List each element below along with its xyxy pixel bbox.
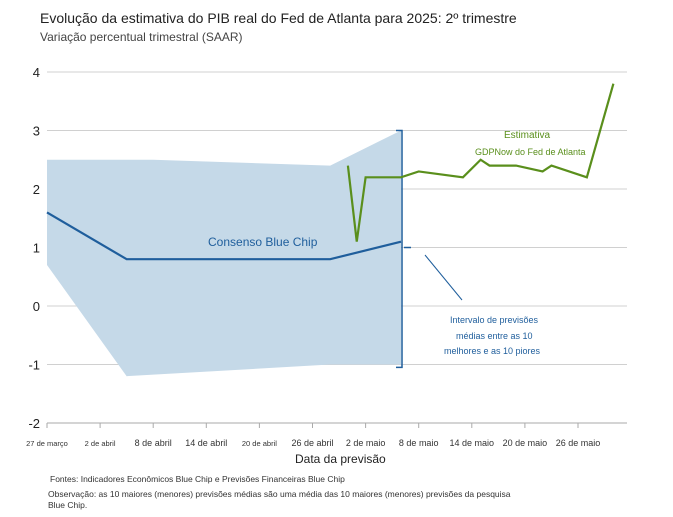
x-tick-label: 27 de março	[26, 439, 68, 448]
observation-note: Observação: as 10 maiores (menores) prev…	[48, 489, 511, 499]
y-tick-label: -2	[28, 416, 40, 431]
x-tick-label: 2 de abril	[85, 439, 116, 448]
chart-subtitle: Variação percentual trimestral (SAAR)	[40, 30, 243, 44]
x-tick-label: 2 de maio	[346, 438, 386, 448]
y-tick-label: 0	[33, 299, 40, 314]
y-tick-label: 2	[33, 182, 40, 197]
x-tick-label: 26 de maio	[556, 438, 601, 448]
chart-title: Evolução da estimativa do PIB real do Fe…	[40, 10, 517, 26]
x-tick-label: 8 de abril	[135, 438, 172, 448]
range-bracket	[396, 129, 403, 369]
gdpnow-label-2: GDPNow do Fed de Atlanta	[475, 147, 586, 157]
x-tick-label: 26 de abril	[291, 438, 333, 448]
y-tick-label: 3	[33, 124, 40, 139]
sources-note: Fontes: Indicadores Econômicos Blue Chip…	[50, 474, 345, 484]
x-tick-label: 8 de maio	[399, 438, 439, 448]
y-tick-label: -1	[28, 358, 40, 373]
y-tick-label: 1	[33, 241, 40, 256]
observation-note-cont: Blue Chip.	[48, 500, 88, 510]
x-tick-label: 14 de abril	[185, 438, 227, 448]
band-label-1: Intervalo de previsões	[450, 315, 539, 325]
x-tick-label: 14 de maio	[450, 438, 495, 448]
annotation-pointer	[424, 254, 463, 301]
band-label-2: médias entre as 10	[456, 331, 533, 341]
y-tick-label: 4	[33, 65, 40, 80]
forecast-range-band	[47, 130, 401, 377]
x-tick-label: 20 de maio	[503, 438, 548, 448]
x-axis-label: Data da previsão	[295, 452, 386, 466]
gdpnow-label-1: Estimativa	[504, 130, 551, 141]
x-tick-label: 20 de abril	[242, 439, 277, 448]
band-label-3: melhores e as 10 piores	[444, 346, 541, 356]
consensus-line	[46, 211, 402, 261]
consensus-label: Consenso Blue Chip	[208, 235, 318, 249]
